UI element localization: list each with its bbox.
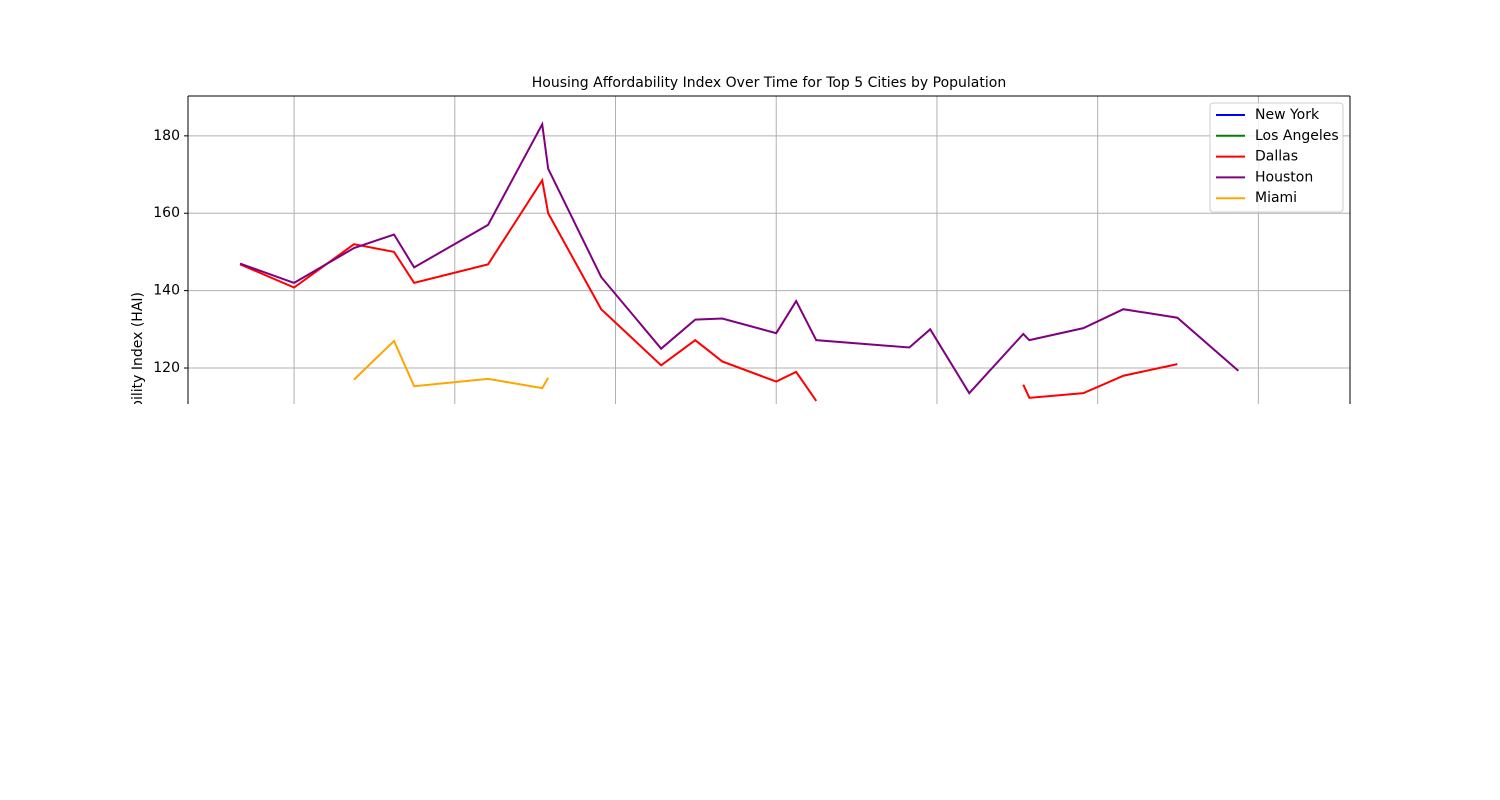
legend-label: New York xyxy=(1255,107,1320,123)
legend-box xyxy=(1209,102,1344,213)
y-tick-label: 180 xyxy=(153,128,180,144)
legend-label: Houston xyxy=(1255,169,1313,185)
legend-label: Miami xyxy=(1255,190,1297,206)
series-line xyxy=(239,177,1178,402)
legend-label: Los Angeles xyxy=(1255,128,1339,144)
legend-label: Dallas xyxy=(1255,149,1298,165)
series-line xyxy=(239,121,1239,395)
y-axis-label: bility Index (HAI) xyxy=(130,292,146,409)
y-tick-label: 160 xyxy=(153,205,180,221)
y-tick-label: 140 xyxy=(153,283,180,299)
y-tick-label: 120 xyxy=(153,360,180,376)
chart-title: Housing Affordability Index Over Time fo… xyxy=(532,75,1006,91)
series-line xyxy=(353,339,550,390)
